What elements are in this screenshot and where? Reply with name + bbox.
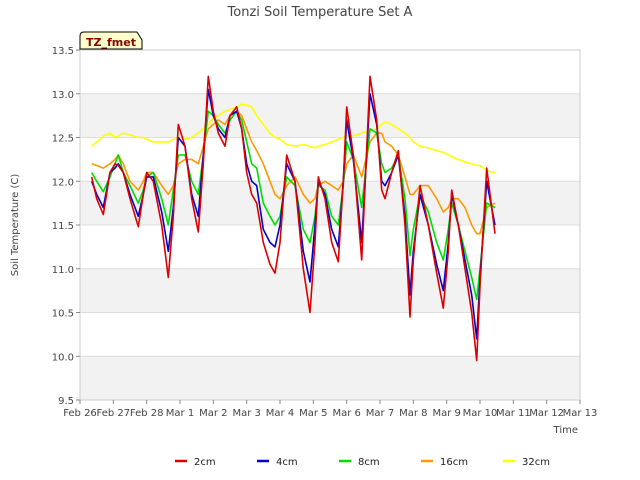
- series-line-32cm: [91, 103, 496, 174]
- x-tick-label: Mar 5: [299, 408, 327, 419]
- x-tick-label: Feb 26: [63, 408, 97, 419]
- series-layer: [90, 75, 496, 362]
- x-tick-label: Mar 4: [266, 408, 294, 419]
- site-badge-label: TZ_fmet: [86, 36, 136, 49]
- legend-label-16cm: 16cm: [440, 457, 468, 468]
- site-badge-shape: [79, 31, 143, 50]
- series-line-8cm: [91, 110, 496, 301]
- x-tick-label: Feb 27: [97, 408, 131, 419]
- y-tick-label: 10.0: [52, 352, 74, 363]
- x-axis-label: Time: [553, 425, 578, 436]
- x-tick-label: Mar 12: [529, 408, 564, 419]
- y-axis-label: Soil Temperature (C): [10, 174, 21, 277]
- x-axis: Feb 26 Feb 27 Feb 28 Mar 1 Mar 2 Mar 3 Mar 4 Ma…: [63, 400, 597, 419]
- grid-band: [80, 268, 580, 313]
- y-tick-label: 12.0: [52, 177, 74, 188]
- x-tick-label: Mar 7: [366, 408, 394, 419]
- grid-band: [80, 93, 580, 138]
- y-tick-label: 13.5: [52, 46, 74, 57]
- legend: 2cm 4cm 8cm 16cm 32cm: [175, 457, 550, 468]
- y-tick-label: 13.0: [52, 90, 74, 101]
- x-tick-label: Mar 13: [563, 408, 598, 419]
- y-tick-label: 10.5: [52, 309, 74, 320]
- y-tick-label: 9.5: [58, 396, 74, 407]
- x-tick-label: Mar 8: [399, 408, 427, 419]
- legend-label-32cm: 32cm: [522, 457, 550, 468]
- chart-title: Tonzi Soil Temperature Set A: [227, 5, 413, 20]
- x-tick-label: Mar 9: [432, 408, 460, 419]
- y-axis: 9.5 10.0 10.5 11.0 11.5 12.0 12.5 13.0 13.5: [52, 46, 80, 407]
- series-line-2cm: [90, 75, 496, 362]
- x-tick-label: Mar 1: [166, 408, 194, 419]
- series-line-16cm: [91, 110, 496, 235]
- x-tick-label: Mar 11: [496, 408, 531, 419]
- x-tick-label: Mar 6: [332, 408, 360, 419]
- grid-band: [80, 356, 580, 400]
- x-tick-label: Mar 3: [232, 408, 260, 419]
- legend-label-2cm: 2cm: [194, 457, 216, 468]
- y-tick-label: 12.5: [52, 134, 74, 145]
- x-tick-label: Mar 2: [199, 408, 227, 419]
- x-tick-label: Feb 28: [130, 408, 164, 419]
- x-tick-label: Mar 10: [463, 408, 498, 419]
- site-badge: TZ_fmet: [79, 31, 143, 50]
- y-tick-label: 11.0: [52, 265, 74, 276]
- y-tick-label: 11.5: [52, 221, 74, 232]
- legend-label-8cm: 8cm: [358, 457, 380, 468]
- legend-label-4cm: 4cm: [276, 457, 298, 468]
